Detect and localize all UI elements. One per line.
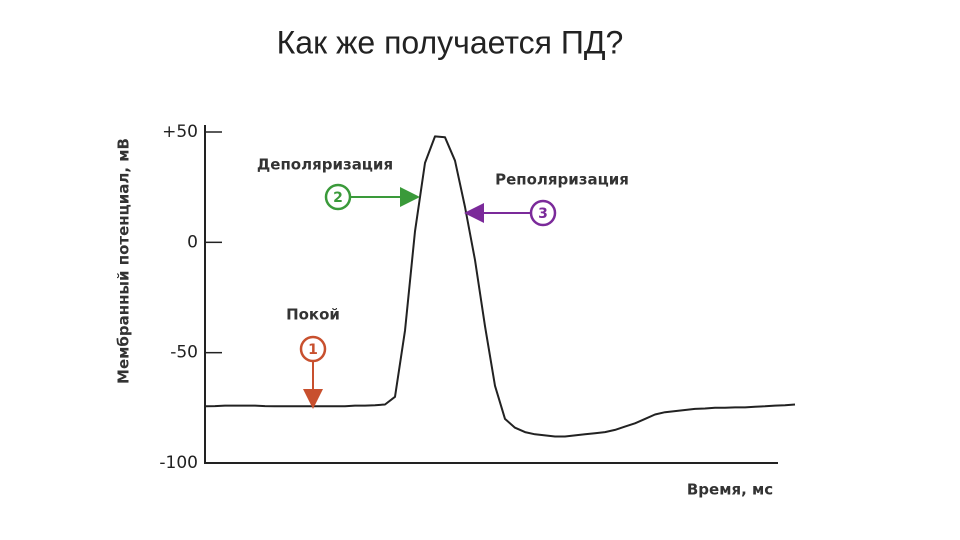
- x-axis-label: Время, мс: [687, 481, 773, 499]
- annotation-badge: [529, 199, 557, 227]
- y-tick-label: -50: [170, 343, 198, 363]
- y-tick-label: +50: [162, 122, 198, 142]
- annotation-badge: [324, 183, 352, 211]
- annotation-label: Деполяризация: [257, 156, 393, 174]
- y-tick-label: 0: [187, 232, 198, 252]
- annotation-badge: [299, 335, 327, 363]
- y-axis-label: Мембранный потенциал, мВ: [115, 138, 133, 384]
- annotation-label: Реполяризация: [495, 171, 629, 189]
- annotation-number: 3: [538, 206, 548, 222]
- annotation-label: Покой: [286, 306, 340, 324]
- annotation-number: 1: [308, 342, 318, 358]
- annotation-number: 2: [333, 190, 343, 206]
- y-tick-label: -100: [159, 453, 198, 473]
- slide-title: Как же получается ПД?: [277, 24, 624, 60]
